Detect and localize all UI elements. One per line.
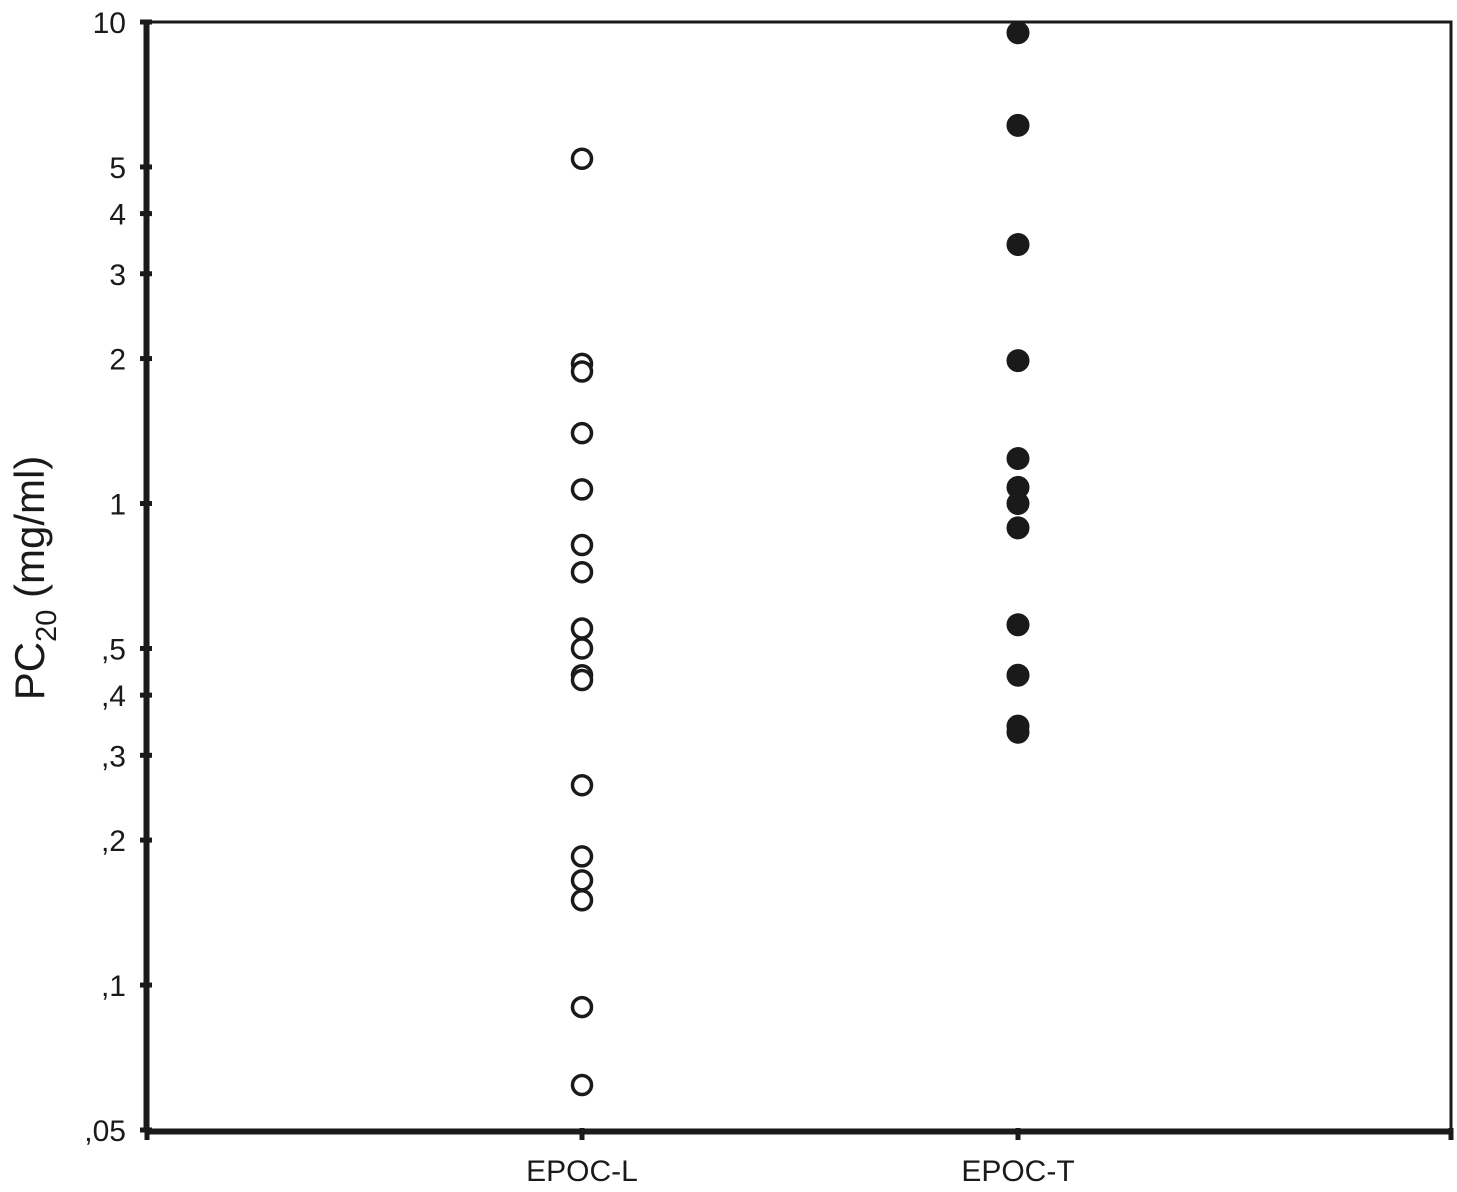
x-category-label: EPOC-L xyxy=(526,1155,638,1188)
data-point-open xyxy=(570,637,594,660)
y-tick-label: 2 xyxy=(109,344,126,377)
y-axis-title-unit: (mg/ml) xyxy=(6,456,53,610)
data-point-open xyxy=(570,617,594,640)
y-tick-label: ,1 xyxy=(101,970,126,1003)
data-point-open xyxy=(570,869,594,892)
data-point-open xyxy=(570,478,594,501)
data-point-open xyxy=(570,360,594,383)
data-point-open xyxy=(570,421,594,445)
data-point-filled xyxy=(1006,349,1030,373)
data-point-open xyxy=(570,668,594,692)
data-point-open xyxy=(570,147,594,171)
y-axis-ticks: 10 5 4 3 2 1 ,5 ,4 ,3 ,2 ,1 ,05 xyxy=(84,7,152,1148)
data-point-filled xyxy=(1006,113,1030,137)
y-tick-label: 1 xyxy=(109,489,126,522)
y-axis-title: PC20 (mg/ml) xyxy=(6,456,63,701)
data-point-open xyxy=(570,533,594,557)
data-point-open xyxy=(570,1073,594,1097)
data-point-open xyxy=(570,995,594,1019)
y-tick-label: 10 xyxy=(93,7,126,40)
data-point-open xyxy=(570,773,594,797)
y-tick-label: ,2 xyxy=(101,825,126,858)
y-tick-label: ,3 xyxy=(101,740,126,773)
y-tick-label: ,05 xyxy=(84,1115,126,1148)
data-point-filled xyxy=(1006,613,1030,637)
y-axis-title-subscript: 20 xyxy=(31,610,63,642)
x-category-label: EPOC-T xyxy=(961,1155,1074,1188)
data-point-open xyxy=(570,889,594,912)
y-tick-label: 5 xyxy=(109,152,126,185)
y-tick-label: 4 xyxy=(109,199,126,232)
data-point-filled xyxy=(1006,233,1030,257)
data-points xyxy=(570,21,1030,1097)
data-point-open xyxy=(570,560,594,584)
y-tick-label: ,5 xyxy=(101,633,126,666)
data-point-filled xyxy=(1006,492,1030,516)
data-point-filled xyxy=(1006,447,1030,471)
data-point-filled xyxy=(1006,720,1030,744)
data-point-filled xyxy=(1006,21,1030,45)
x-axis-ticks: EPOC-L EPOC-T xyxy=(144,1128,1454,1188)
data-point-open xyxy=(570,845,594,868)
y-tick-label: 3 xyxy=(109,259,126,292)
data-point-filled xyxy=(1006,663,1030,687)
data-point-filled xyxy=(1006,516,1030,540)
y-tick-label: ,4 xyxy=(101,680,126,713)
plot-frame xyxy=(143,20,1453,1132)
y-axis-title-main: PC xyxy=(6,642,53,700)
